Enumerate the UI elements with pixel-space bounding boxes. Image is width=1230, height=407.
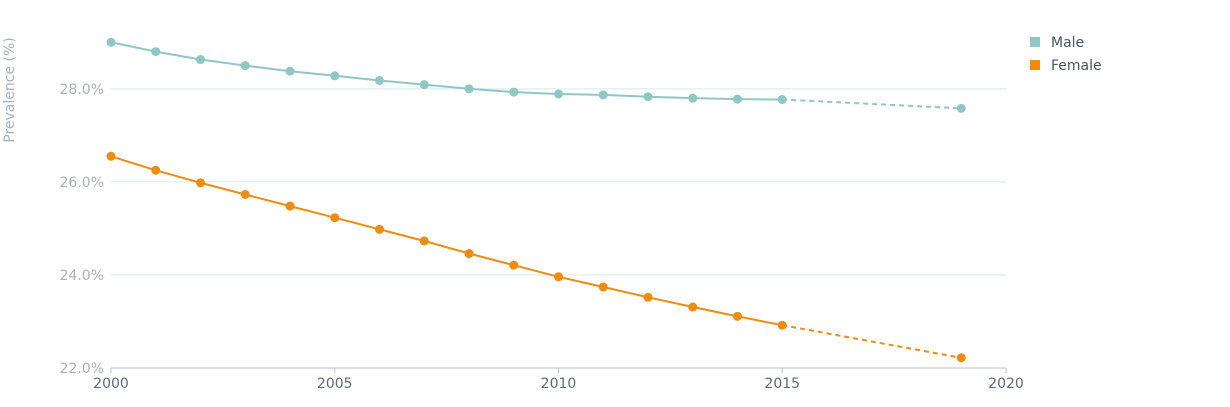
data-point-male[interactable]	[554, 89, 563, 99]
data-point-male[interactable]	[733, 94, 742, 104]
series-layer	[106, 37, 966, 363]
x-tick-label: 2020	[988, 376, 1024, 392]
data-point-male[interactable]	[598, 90, 608, 100]
y-tick-label: 22.0%	[60, 361, 104, 377]
data-point-female[interactable]	[151, 165, 161, 175]
data-point-male[interactable]	[196, 55, 205, 65]
x-tick-label: 2005	[317, 376, 353, 392]
data-point-male[interactable]	[509, 87, 519, 97]
data-point-male[interactable]	[106, 37, 116, 47]
data-point-female[interactable]	[464, 249, 474, 259]
data-point-male[interactable]	[643, 92, 653, 102]
series-projection-male	[782, 98, 962, 110]
data-point-male[interactable]	[464, 84, 474, 94]
data-point-male[interactable]	[151, 47, 161, 57]
data-point-female[interactable]	[330, 213, 340, 223]
data-point-female[interactable]	[106, 151, 116, 161]
series-female	[106, 151, 966, 363]
data-point-male[interactable]	[285, 66, 295, 76]
legend-swatch-female	[1030, 60, 1040, 70]
data-point-female[interactable]	[956, 353, 966, 363]
x-axis-ticks: 2000 2005 2010 2015 2020	[93, 368, 1024, 392]
legend-item-female[interactable]: Female	[1030, 58, 1102, 74]
data-point-male[interactable]	[956, 103, 966, 113]
series-line-female	[110, 155, 783, 327]
legend-swatch-male	[1030, 37, 1040, 47]
legend-item-male[interactable]: Male	[1030, 35, 1084, 51]
data-point-female[interactable]	[196, 178, 205, 188]
data-point-female[interactable]	[643, 292, 653, 302]
legend-label-female: Female	[1051, 58, 1102, 74]
data-point-female[interactable]	[375, 224, 384, 234]
x-tick-label: 2010	[541, 376, 577, 392]
y-tick-label: 26.0%	[60, 175, 104, 191]
data-point-female[interactable]	[688, 302, 698, 312]
data-point-male[interactable]	[240, 61, 250, 71]
data-point-female[interactable]	[240, 189, 250, 199]
series-male	[106, 37, 966, 113]
data-point-female[interactable]	[777, 320, 787, 330]
series-line-male	[110, 41, 783, 101]
data-point-female[interactable]	[419, 236, 429, 246]
data-point-female[interactable]	[509, 260, 519, 270]
legend[interactable]: Male Female	[1030, 35, 1102, 74]
data-point-female[interactable]	[554, 272, 563, 282]
y-tick-label: 24.0%	[60, 268, 104, 284]
legend-label-male: Male	[1051, 35, 1084, 51]
y-tick-label: 28.0%	[60, 82, 104, 98]
data-point-female[interactable]	[598, 282, 608, 292]
series-projection-female	[782, 324, 962, 359]
y-axis-label: Prevalence (%)	[2, 37, 18, 143]
data-point-male[interactable]	[375, 75, 384, 85]
data-point-male[interactable]	[419, 80, 429, 90]
data-point-male[interactable]	[330, 71, 340, 81]
x-tick-label: 2000	[93, 376, 129, 392]
data-point-male[interactable]	[688, 93, 698, 103]
data-point-male[interactable]	[777, 95, 787, 105]
gridlines	[111, 88, 1006, 276]
data-point-female[interactable]	[285, 201, 295, 211]
x-tick-label: 2015	[764, 376, 800, 392]
data-point-female[interactable]	[733, 311, 742, 321]
y-axis-ticks: 22.0% 24.0% 26.0% 28.0%	[60, 82, 104, 377]
